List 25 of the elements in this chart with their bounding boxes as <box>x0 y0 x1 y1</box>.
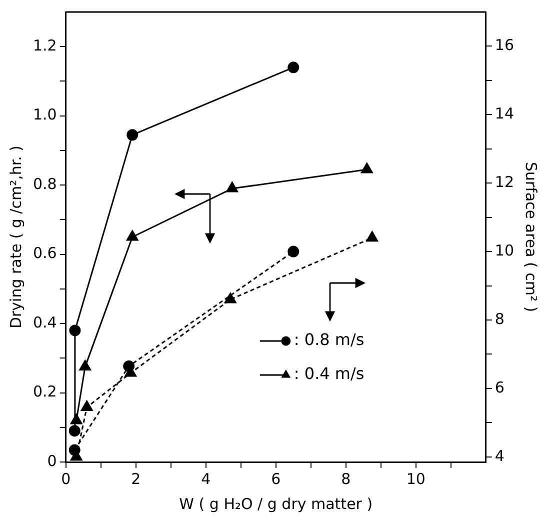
legend-label: : 0.8 m/s <box>294 330 364 350</box>
y2-tick-label: 4 <box>494 446 504 465</box>
y-tick-label: 0.6 <box>32 244 57 262</box>
y-tick-label: 0.8 <box>32 174 57 193</box>
y-tick-label: 0 <box>47 452 57 470</box>
y-tick-label: 1.0 <box>32 106 57 124</box>
y2-tick-label: 16 <box>494 36 514 54</box>
y2-tick-label: 10 <box>494 241 514 260</box>
x-tick-label: 0 <box>61 470 71 488</box>
y-tick-label: 1.2 <box>32 36 57 55</box>
y2-tick-label: 14 <box>494 104 514 123</box>
legend-label: : 0.4 m/s <box>294 364 364 384</box>
x-tick-label: 6 <box>271 470 281 488</box>
y2-tick-label: 12 <box>494 172 514 191</box>
x-tick-label: 10 <box>406 470 426 488</box>
y-tick-label: 0.2 <box>32 382 57 401</box>
x-tick-label: 2 <box>131 470 141 488</box>
y2-axis-title: Surface area ( cm² ) <box>522 162 540 312</box>
x-tick-label: 4 <box>201 470 211 488</box>
y2-tick-label: 6 <box>494 378 504 396</box>
y-tick-label: 0.4 <box>32 313 57 332</box>
y2-tick-label: 8 <box>494 310 504 328</box>
x-tick-label: 8 <box>341 470 351 488</box>
x-axis-title: W ( g H₂O / g dry matter ) <box>179 494 373 513</box>
y-axis-title: Drying rate ( g /cm²,hr. ) <box>6 145 25 329</box>
